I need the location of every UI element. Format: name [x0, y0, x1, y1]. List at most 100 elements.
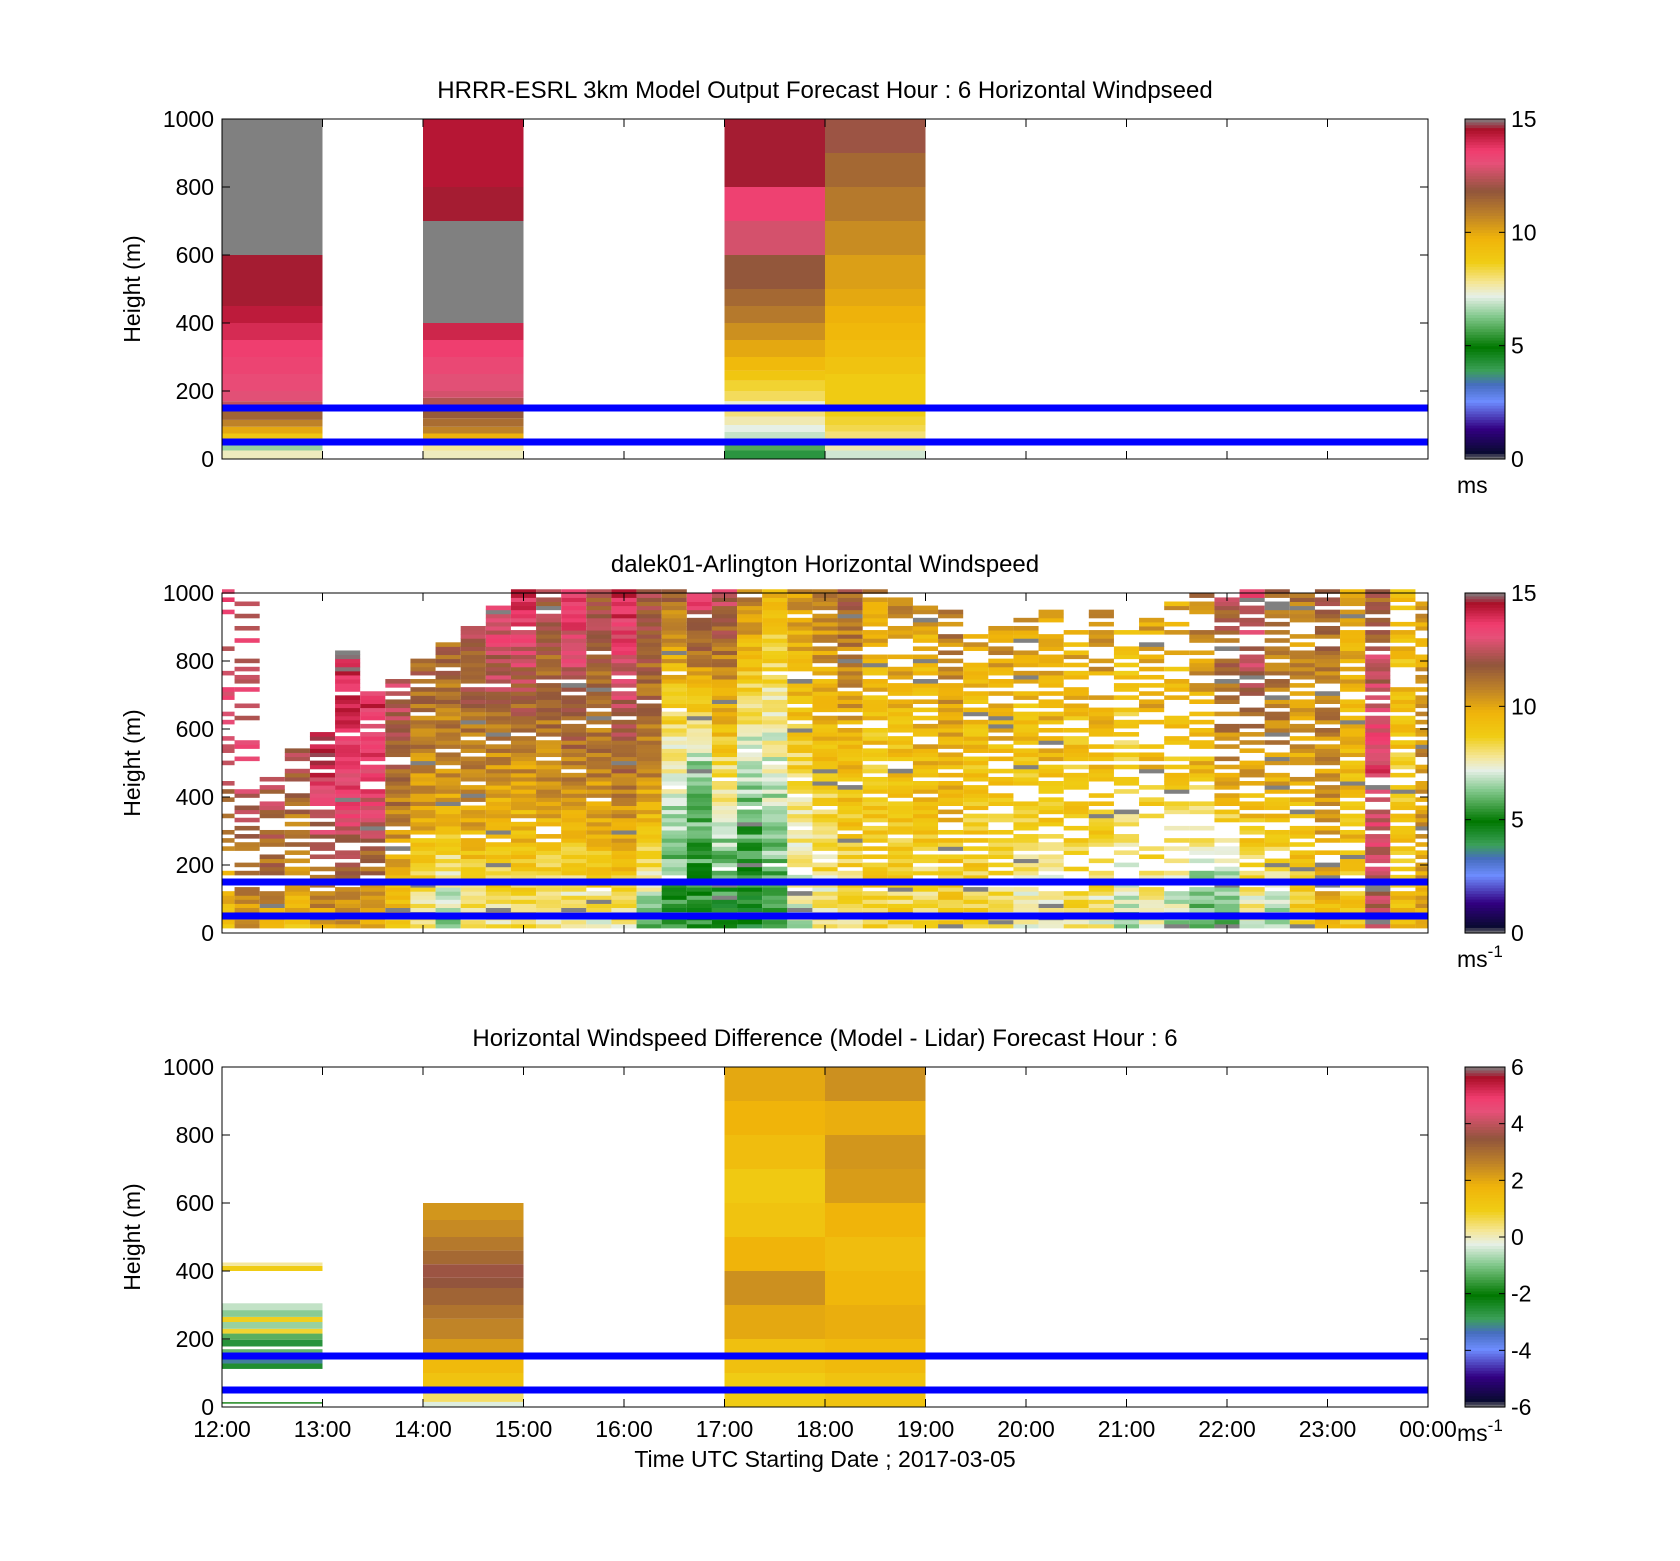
colorbar-tick-label: 15 — [1511, 106, 1537, 132]
heatmap-cell — [435, 776, 461, 782]
heatmap-cell — [435, 801, 461, 806]
colorbar-segment — [1465, 904, 1505, 909]
heatmap-cell — [988, 899, 1014, 904]
heatmap-cell — [611, 650, 637, 656]
heatmap-cell — [837, 858, 863, 864]
heatmap-cell — [938, 666, 964, 672]
colorbar-segment — [1465, 930, 1505, 934]
heatmap-cell — [862, 740, 888, 745]
colorbar-segment — [1465, 1327, 1505, 1332]
heatmap-cell — [825, 1067, 926, 1101]
heatmap-cell — [410, 817, 436, 823]
heatmap-cell — [1365, 752, 1391, 758]
heatmap-cell — [1088, 744, 1114, 749]
profile-column — [561, 589, 587, 929]
heatmap-cell — [1013, 821, 1039, 827]
heatmap-cell — [510, 609, 537, 615]
heatmap-cell — [1239, 691, 1265, 696]
heatmap-cell — [862, 613, 888, 619]
heatmap-cell — [460, 740, 486, 745]
heatmap-cell — [963, 801, 989, 806]
heatmap-cell — [938, 789, 964, 794]
heatmap-cell — [762, 789, 788, 794]
heatmap-cell — [536, 711, 562, 717]
heatmap-cell — [636, 707, 662, 713]
heatmap-cell — [485, 687, 511, 692]
heatmap-cell — [1264, 646, 1290, 651]
heatmap-cell — [385, 870, 411, 876]
heatmap-cell — [410, 825, 436, 831]
heatmap-cell — [1239, 781, 1265, 786]
heatmap-cell — [636, 789, 662, 794]
heatmap-cell — [360, 711, 386, 717]
heatmap-cell — [435, 695, 461, 700]
heatmap-cell — [410, 679, 436, 684]
heatmap-cell — [837, 907, 863, 913]
heatmap-cell — [1264, 703, 1290, 709]
heatmap-cell — [1013, 691, 1039, 696]
heatmap-cell — [1189, 809, 1215, 815]
colorbar-segment — [1465, 263, 1505, 267]
heatmap-cell — [1415, 813, 1428, 819]
heatmap-cell — [737, 727, 763, 733]
colorbar-tick-label: 5 — [1511, 807, 1524, 833]
heatmap-cell — [862, 703, 888, 709]
heatmap-cell — [1314, 785, 1341, 790]
heatmap-cell — [963, 764, 989, 770]
heatmap-cell — [561, 601, 587, 607]
heatmap-cell — [510, 679, 537, 684]
heatmap-cell — [1038, 785, 1064, 790]
y-axis-label: Height (m) — [119, 709, 145, 816]
heatmap-cell — [586, 764, 612, 770]
heatmap-cell — [1264, 842, 1290, 847]
heatmap-cell — [963, 887, 989, 892]
heatmap-cell — [887, 899, 913, 904]
colorbar-segment — [1465, 808, 1505, 812]
heatmap-cell — [586, 597, 612, 602]
heatmap-cell — [686, 870, 712, 876]
heatmap-cell — [1415, 674, 1428, 680]
heatmap-cell — [536, 662, 562, 668]
heatmap-cell — [1415, 613, 1428, 619]
heatmap-cell — [636, 817, 662, 823]
colorbar-tick-label: -6 — [1511, 1394, 1531, 1420]
heatmap-cell — [762, 821, 788, 827]
heatmap-cell — [485, 776, 511, 782]
heatmap-cell — [561, 829, 587, 835]
colorbar-segment — [1465, 1279, 1505, 1283]
heatmap-cell — [661, 825, 687, 831]
heatmap-cell — [360, 732, 386, 737]
colorbar-segment — [1465, 802, 1505, 807]
heatmap-cell — [1264, 666, 1290, 672]
heatmap-cell — [737, 760, 763, 766]
heatmap-cell — [222, 646, 235, 651]
heatmap-cell — [1139, 691, 1165, 696]
heatmap-cell — [561, 642, 587, 647]
heatmap-cell — [737, 789, 763, 794]
heatmap-cell — [912, 654, 939, 660]
heatmap-cell — [1038, 617, 1064, 623]
heatmap-cell — [887, 895, 913, 900]
heatmap-cell — [711, 821, 738, 827]
heatmap-cell — [724, 306, 825, 323]
colorbar-segment — [1465, 223, 1505, 228]
colorbar-segment — [1465, 235, 1505, 239]
heatmap-cell — [661, 740, 687, 745]
heatmap-cell — [686, 789, 712, 794]
profile-column — [812, 589, 838, 929]
heatmap-cell — [825, 1135, 926, 1169]
heatmap-cell — [862, 597, 888, 602]
heatmap-cell — [259, 858, 285, 864]
heatmap-cell — [259, 842, 285, 847]
heatmap-cell — [510, 748, 537, 753]
heatmap-cell — [561, 666, 587, 672]
heatmap-cell — [912, 866, 939, 872]
heatmap-cell — [686, 809, 712, 815]
heatmap-cell — [485, 752, 511, 758]
heatmap-cell — [1365, 919, 1391, 925]
heatmap-cell — [1088, 907, 1114, 913]
heatmap-cell — [586, 838, 612, 843]
heatmap-cell — [1063, 654, 1089, 660]
heatmap-cell — [1088, 732, 1114, 737]
